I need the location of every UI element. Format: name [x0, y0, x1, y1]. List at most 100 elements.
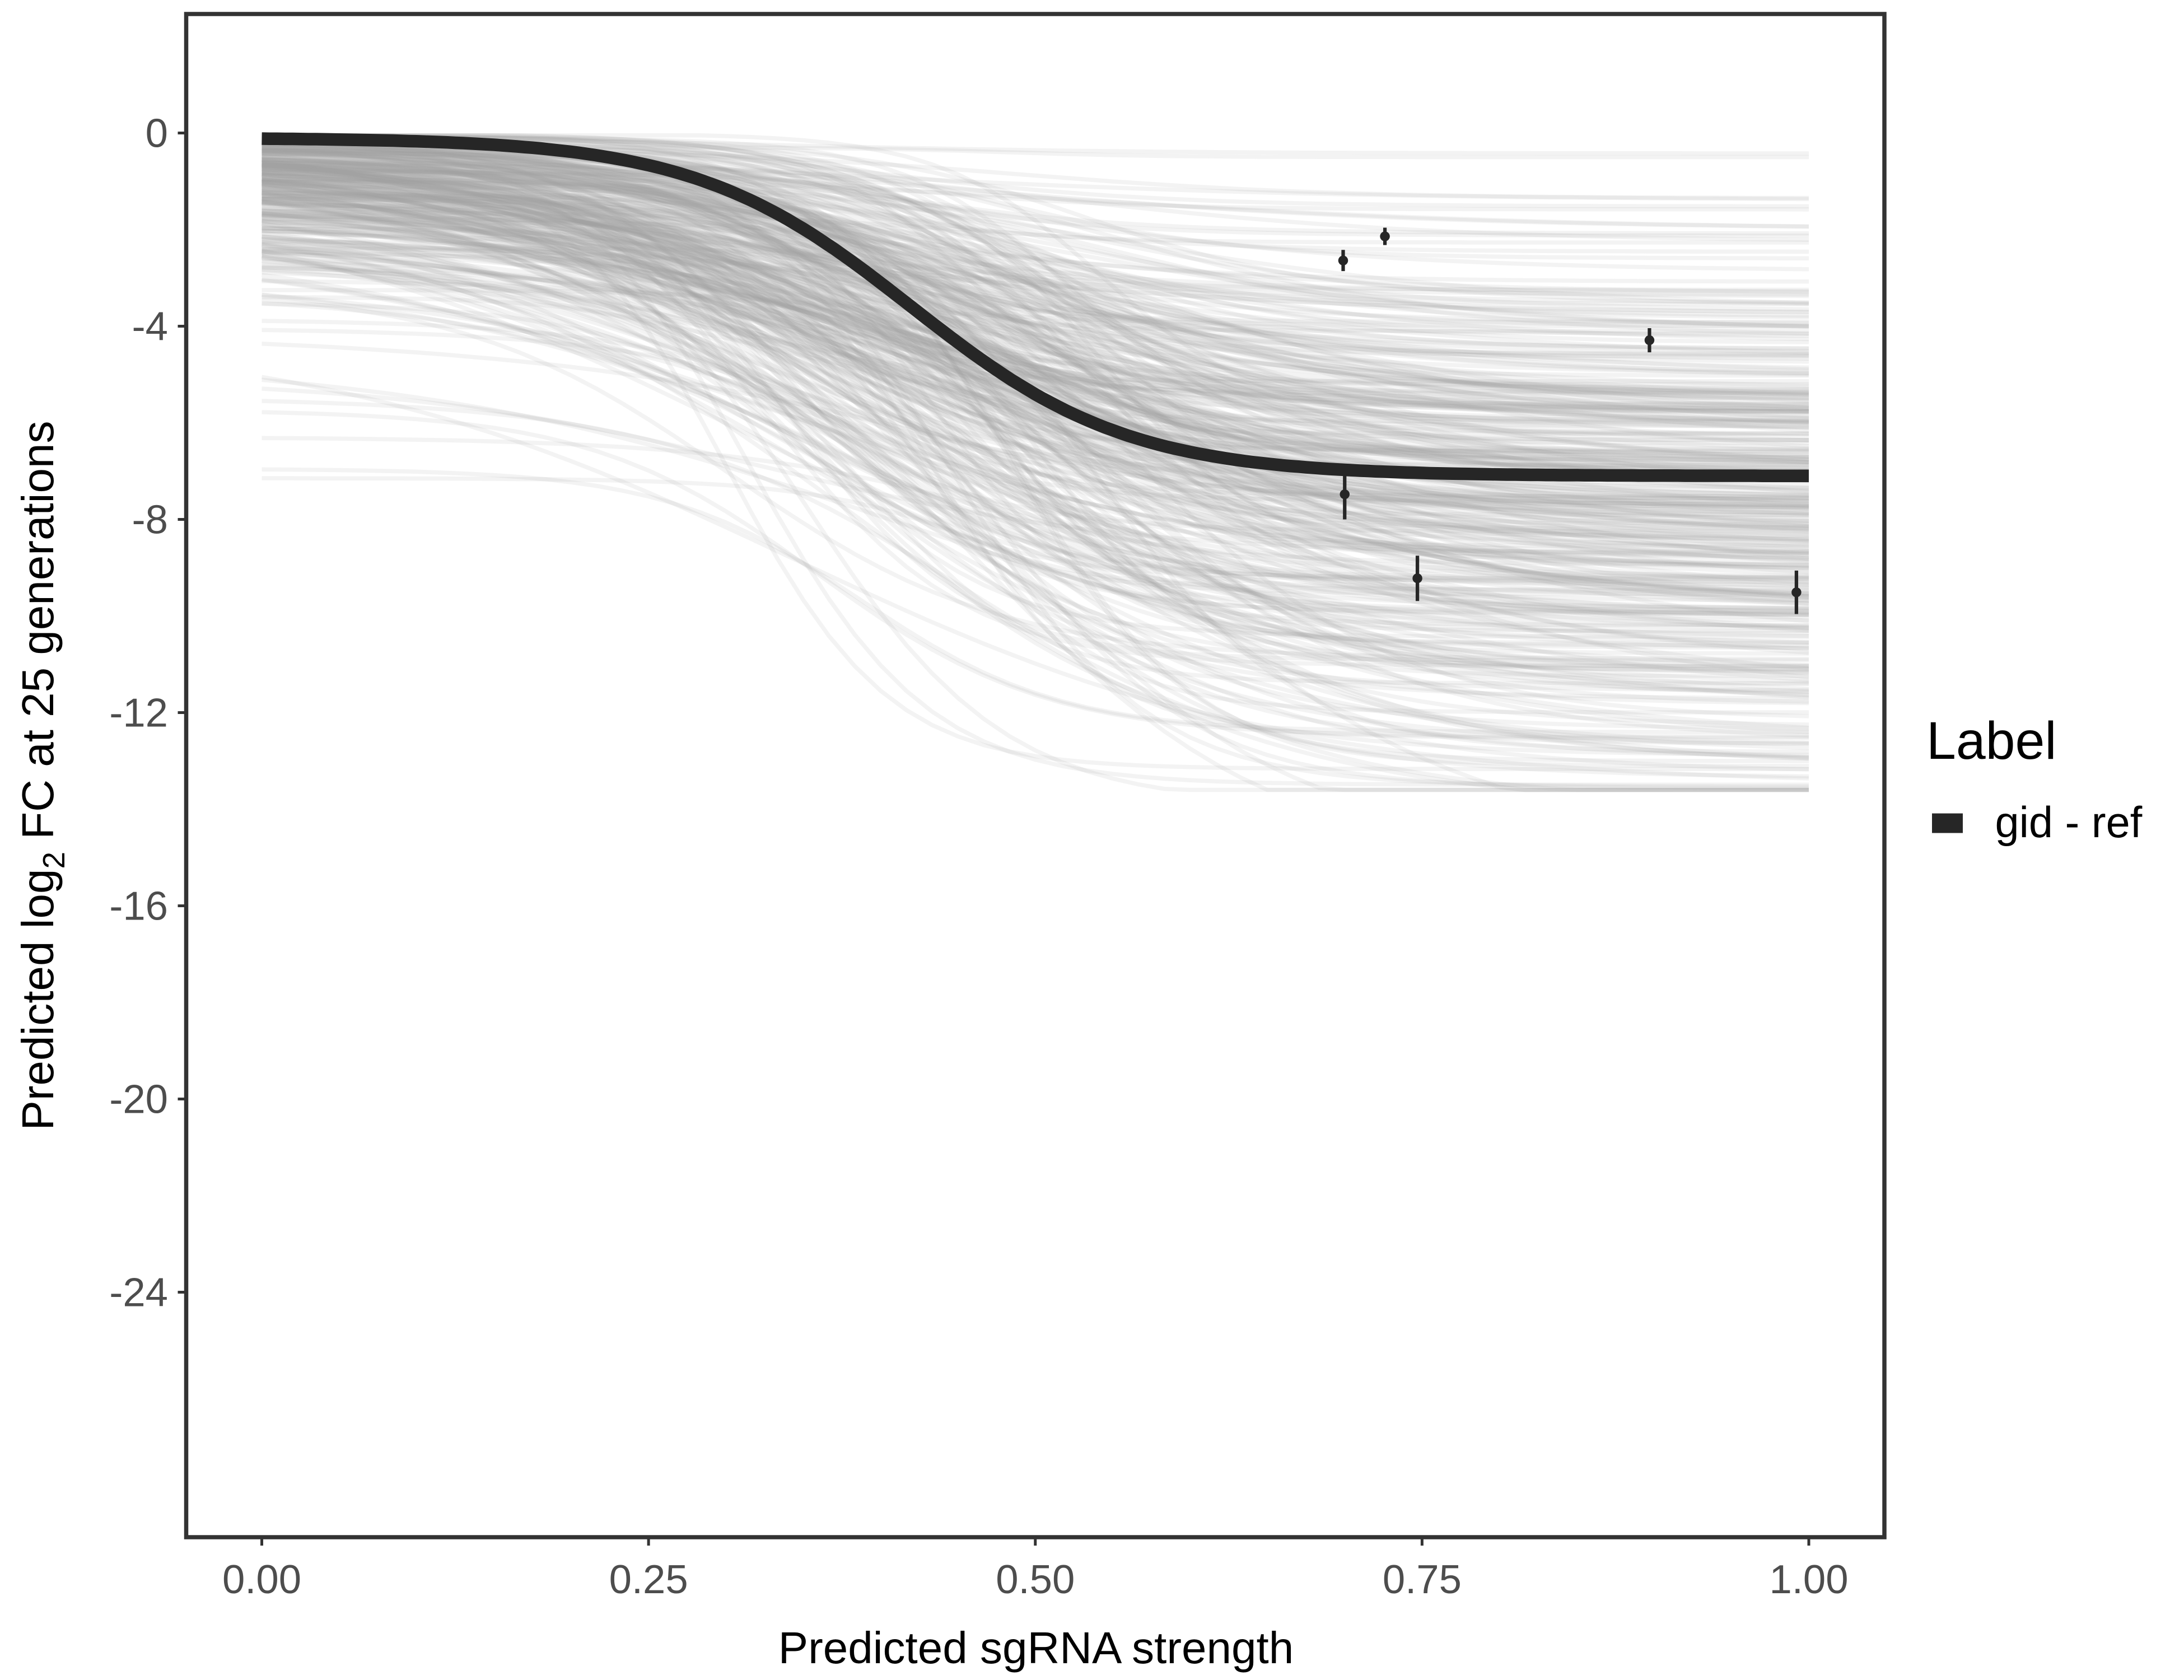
posterior-draw-line	[262, 176, 1809, 395]
posterior-draw-line	[262, 254, 1809, 730]
y-tick-label: -16	[109, 884, 168, 929]
posterior-draw-line	[262, 133, 1809, 351]
posterior-draw-line	[262, 161, 1809, 414]
posterior-draw-line	[262, 172, 1809, 553]
posterior-draw-line	[262, 146, 1809, 413]
posterior-draw-line	[262, 177, 1809, 452]
posterior-draw-line	[261, 221, 1809, 538]
posterior-draw-line	[262, 171, 1809, 556]
posterior-draw-line	[262, 177, 1809, 411]
posterior-draw-line	[262, 160, 1809, 463]
posterior-draw-line	[262, 297, 1809, 661]
posterior-draw-line	[262, 196, 1809, 411]
posterior-draw-line	[262, 187, 1809, 543]
posterior-draw-line	[261, 234, 1809, 610]
posterior-draw-line	[262, 149, 1809, 788]
posterior-draw-line	[262, 153, 1809, 494]
posterior-draw-line	[262, 213, 1809, 561]
posterior-draw-line	[262, 147, 1809, 497]
posterior-draw-line	[262, 151, 1809, 534]
posterior-draw-line	[262, 151, 1809, 483]
posterior-draw-line	[261, 278, 1809, 568]
posterior-draw-line	[262, 211, 1809, 414]
posterior-draw-line	[262, 154, 1809, 501]
posterior-draw-line	[262, 225, 1809, 439]
posterior-draw-line	[262, 216, 1809, 475]
posterior-draw-line	[262, 226, 1809, 463]
posterior-draw-line	[262, 152, 1809, 242]
posterior-draw-line	[262, 250, 1809, 391]
posterior-draw-line	[261, 191, 1809, 568]
posterior-draw-line	[262, 199, 1809, 632]
posterior-draw-line	[262, 188, 1809, 295]
y-tick-label: -20	[109, 1077, 168, 1122]
posterior-draw-line	[262, 253, 1809, 510]
posterior-draw-line	[262, 141, 1809, 395]
posterior-draw-line	[262, 245, 1809, 424]
posterior-draw-line	[262, 151, 1809, 462]
posterior-draw-line	[262, 201, 1809, 699]
posterior-draw-line	[262, 136, 1809, 451]
x-tick-label: 0.75	[1383, 1557, 1462, 1602]
posterior-draw-line	[262, 162, 1809, 470]
posterior-draw-line	[262, 147, 1809, 596]
posterior-draw-line	[262, 172, 1809, 561]
y-tick-label: 0	[146, 111, 168, 156]
posterior-draw-line	[262, 185, 1809, 550]
posterior-draw-line	[262, 164, 1809, 579]
posterior-draw-line	[262, 164, 1809, 656]
posterior-draw-line	[262, 185, 1809, 697]
posterior-draw-line	[262, 170, 1809, 293]
posterior-draw-line	[262, 173, 1809, 502]
posterior-draw-line	[262, 213, 1809, 772]
posterior-draw-line	[262, 199, 1809, 528]
posterior-draw-line	[262, 293, 1809, 734]
posterior-draw-line	[262, 219, 1809, 655]
posterior-draw-line	[262, 133, 1809, 260]
posterior-draw-line	[262, 156, 1809, 411]
posterior-draw-line	[262, 180, 1809, 584]
posterior-draw-line	[262, 201, 1809, 616]
posterior-draw-line	[262, 171, 1809, 593]
data-point	[1791, 587, 1802, 598]
posterior-draw-line	[262, 186, 1809, 403]
posterior-draw-line	[262, 436, 1809, 617]
posterior-draw-line	[262, 295, 1809, 685]
posterior-draw-line	[262, 256, 1809, 483]
posterior-draw-line	[261, 230, 1809, 556]
posterior-draw-line	[262, 301, 1809, 534]
posterior-draw-line	[262, 142, 1809, 414]
posterior-draw-line	[262, 410, 1809, 739]
posterior-draw-line	[262, 190, 1809, 413]
posterior-draw-line	[262, 177, 1809, 443]
posterior-draw-line	[262, 174, 1809, 375]
posterior-draw-line	[262, 165, 1809, 760]
legend-label-gid-ref: gid - ref	[1995, 799, 2143, 847]
posterior-draw-line	[262, 188, 1809, 575]
posterior-draw-line	[262, 189, 1809, 595]
posterior-draw-line	[262, 178, 1809, 617]
posterior-draw-line	[262, 133, 1809, 423]
posterior-draw-line	[261, 255, 1809, 638]
posterior-draw-line	[262, 136, 1809, 442]
posterior-draw-line	[261, 249, 1809, 684]
data-point	[1338, 255, 1348, 265]
posterior-draw-line	[262, 161, 1809, 498]
posterior-draw-line	[262, 146, 1809, 482]
posterior-draw-line	[262, 150, 1809, 501]
posterior-draw-line	[262, 250, 1809, 600]
posterior-draw-line	[261, 181, 1809, 760]
data-point	[1644, 335, 1655, 346]
legend-title: Label	[1926, 711, 2056, 771]
posterior-draw-line	[262, 179, 1809, 546]
posterior-draw-line	[262, 263, 1809, 651]
posterior-draw-line	[262, 149, 1809, 329]
posterior-draw-line	[262, 141, 1809, 359]
posterior-draw-line	[262, 228, 1809, 541]
posterior-draw-line	[262, 251, 1809, 578]
posterior-draw-line	[262, 213, 1809, 761]
posterior-draw-line	[262, 342, 1809, 605]
x-tick-label: 0.50	[996, 1557, 1075, 1602]
posterior-draw-line	[262, 166, 1809, 639]
